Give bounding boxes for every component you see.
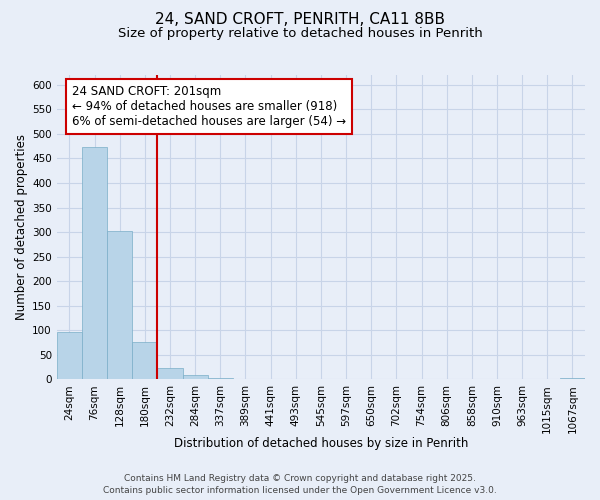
Text: Contains HM Land Registry data © Crown copyright and database right 2025.
Contai: Contains HM Land Registry data © Crown c… — [103, 474, 497, 495]
Text: Size of property relative to detached houses in Penrith: Size of property relative to detached ho… — [118, 28, 482, 40]
Text: 24, SAND CROFT, PENRITH, CA11 8BB: 24, SAND CROFT, PENRITH, CA11 8BB — [155, 12, 445, 28]
Bar — [182, 376, 208, 380]
Bar — [82, 147, 107, 380]
Bar — [208, 378, 233, 380]
Bar — [132, 342, 157, 380]
Bar — [57, 332, 82, 380]
Text: 24 SAND CROFT: 201sqm
← 94% of detached houses are smaller (918)
6% of semi-deta: 24 SAND CROFT: 201sqm ← 94% of detached … — [73, 85, 346, 128]
Y-axis label: Number of detached properties: Number of detached properties — [15, 134, 28, 320]
Bar — [107, 231, 132, 380]
X-axis label: Distribution of detached houses by size in Penrith: Distribution of detached houses by size … — [174, 437, 468, 450]
Bar — [560, 378, 585, 380]
Bar — [157, 368, 182, 380]
